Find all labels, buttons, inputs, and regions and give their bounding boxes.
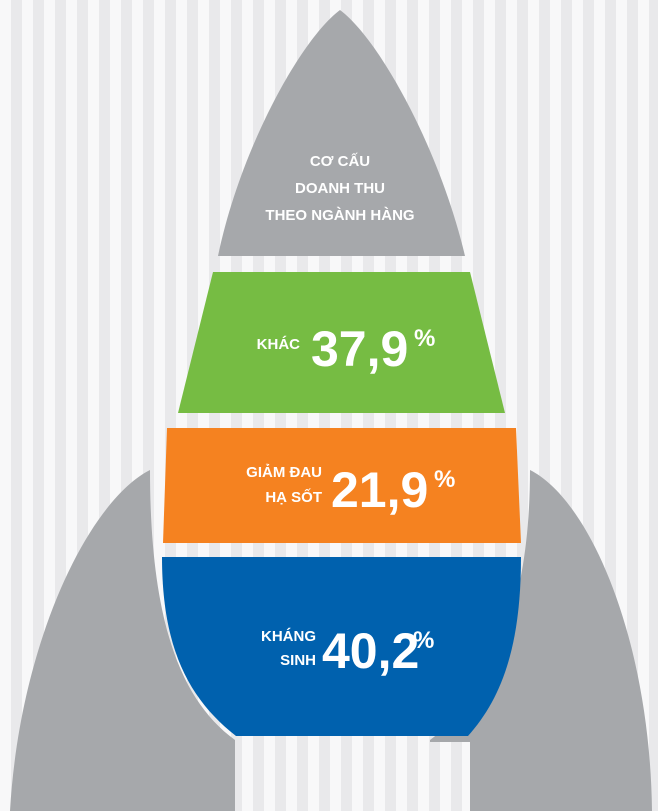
- right-fin: [430, 470, 652, 811]
- segment-unit: %: [414, 325, 435, 352]
- segment-value: 40,2: [322, 623, 419, 679]
- band-green: [178, 272, 505, 413]
- segment-unit: %: [413, 627, 434, 654]
- segment-value: 37,9: [311, 321, 408, 377]
- band-orange: [163, 428, 521, 543]
- segment-label: KHÁNG: [261, 628, 316, 645]
- title-line: DOANH THU: [295, 180, 385, 197]
- title-line: THEO NGÀNH HÀNG: [265, 207, 414, 224]
- segment-value: 21,9: [331, 462, 428, 518]
- title-line: CƠ CẤU: [310, 153, 370, 170]
- nose-cone: [218, 10, 465, 256]
- band-blue: [162, 557, 521, 736]
- left-fin: [10, 470, 235, 811]
- segment-label: SINH: [280, 652, 316, 669]
- segment-label: KHÁC: [257, 336, 300, 353]
- segment-label: GIẢM ĐAU: [246, 464, 322, 481]
- rocket-base: [235, 742, 470, 811]
- segment-unit: %: [434, 466, 455, 493]
- segment-label: HẠ SỐT: [265, 488, 322, 506]
